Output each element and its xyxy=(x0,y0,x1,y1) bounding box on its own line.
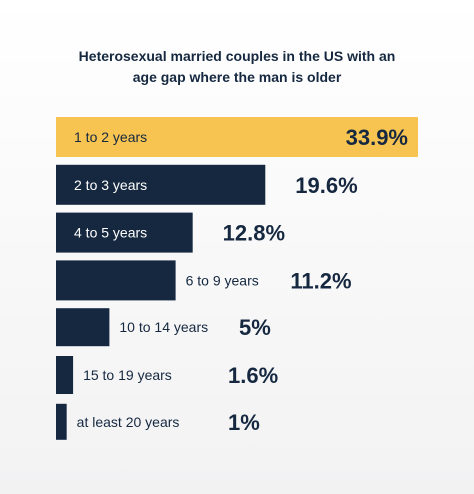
value-label-1: 33.9% xyxy=(346,125,408,150)
bar-5 xyxy=(56,308,110,347)
chart-title-highlight: man xyxy=(258,69,288,85)
chart-title: Heterosexual married couples in the US w… xyxy=(0,46,474,88)
value-label-6: 1.6% xyxy=(228,363,278,388)
bar-4 xyxy=(56,260,176,301)
chart-title-line2-start: age gap where the xyxy=(132,69,259,85)
value-label-7: 1% xyxy=(228,410,260,435)
bar-2 xyxy=(56,164,266,205)
category-label-2: 2 to 3 years xyxy=(74,177,147,193)
chart-title-line2-end: is older xyxy=(287,69,342,85)
bar-3 xyxy=(56,212,193,253)
value-label-2: 19.6% xyxy=(295,173,357,198)
bar-7 xyxy=(56,403,67,440)
category-label-1: 1 to 2 years xyxy=(74,129,147,145)
value-label-4: 11.2% xyxy=(290,268,351,293)
category-label-7: at least 20 years xyxy=(77,414,180,430)
category-label-3: 4 to 5 years xyxy=(74,225,147,241)
category-label-4: 6 to 9 years xyxy=(186,272,259,288)
category-label-5: 10 to 14 years xyxy=(119,319,208,335)
bar-1 xyxy=(56,117,418,157)
bar-6 xyxy=(56,356,74,394)
value-label-3: 12.8% xyxy=(223,221,285,246)
value-label-5: 5% xyxy=(239,315,271,340)
chart-title-line1: Heterosexual married couples in the US w… xyxy=(78,48,396,64)
category-label-6: 15 to 19 years xyxy=(83,367,172,383)
